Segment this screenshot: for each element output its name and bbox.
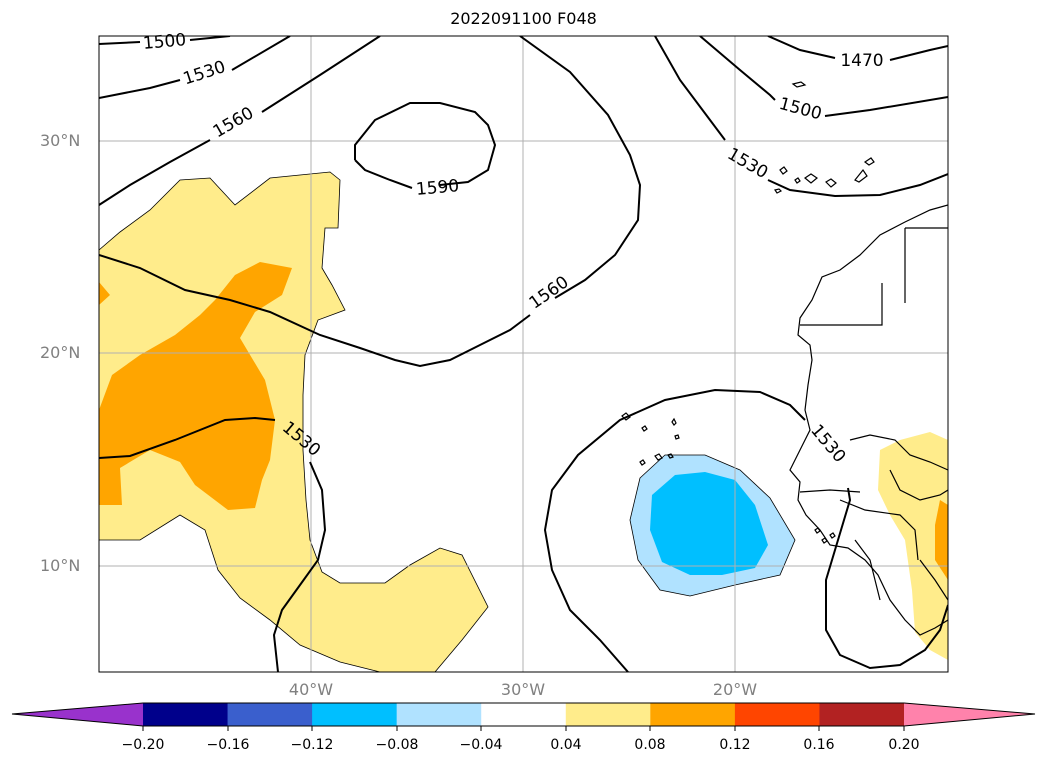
contour-label: 1500 [142, 30, 187, 54]
height-contours [99, 36, 948, 672]
colorbar-tick-label: 0.04 [550, 737, 582, 753]
colorbar-segment [819, 703, 905, 726]
plot-area [99, 36, 948, 672]
colorbar-tick-label: −0.04 [459, 737, 503, 753]
contour-label: 1500 [777, 94, 824, 125]
colorbar-tick-label: 0.16 [803, 737, 835, 753]
colorbar-segment [143, 703, 229, 726]
colorbar [11, 702, 1036, 731]
coastlines [621, 81, 948, 636]
colorbar-extend-high [904, 703, 1035, 726]
colorbar-ticks [142, 726, 905, 731]
colorbar-segment [312, 703, 398, 726]
colorbar-tick-label: −0.20 [121, 737, 165, 753]
colorbar-tick-label: 0.12 [719, 737, 751, 753]
contour-label: 1530 [181, 57, 228, 89]
colorbar-tick-label: −0.16 [206, 737, 250, 753]
contour-label: 1590 [415, 176, 460, 200]
colorbar-extend-low [12, 703, 143, 726]
gridlines [99, 36, 948, 672]
anomaly-outlines [99, 171, 796, 672]
positive-anomaly-area-west [99, 172, 488, 672]
colorbar-tick-label: −0.08 [375, 737, 419, 753]
contour-label: 1470 [840, 51, 883, 71]
map-title: 2022091100 F048 [450, 9, 597, 28]
positive-anomaly-area-east [878, 432, 948, 660]
negative-anomaly-inner [650, 472, 768, 575]
lon-label-30w: 30°W [500, 680, 546, 699]
lat-label-30n: 30°N [40, 131, 81, 150]
colorbar-segment [396, 703, 482, 726]
colorbar-segment [227, 703, 313, 726]
contour-label: 1560 [210, 103, 257, 142]
contour-label: 1530 [724, 144, 771, 183]
orange-anomaly-area-west [99, 262, 292, 510]
lon-label-20w: 20°W [712, 680, 758, 699]
contour-label: 1560 [526, 272, 573, 313]
contour-label: 1530 [806, 421, 849, 467]
colorbar-segment [481, 703, 567, 726]
colorbar-tick-label: −0.12 [290, 737, 334, 753]
orange-anomaly-area-east [935, 500, 948, 580]
colorbar-segment [734, 703, 820, 726]
colorbar-tick-label: 0.08 [634, 737, 666, 753]
lon-label-40w: 40°W [288, 680, 334, 699]
lat-label-20n: 20°N [40, 343, 81, 362]
colorbar-tick-label: 0.20 [888, 737, 920, 753]
colorbar-segment [565, 703, 651, 726]
lat-label-10n: 10°N [40, 556, 81, 575]
colorbar-segment [650, 703, 736, 726]
